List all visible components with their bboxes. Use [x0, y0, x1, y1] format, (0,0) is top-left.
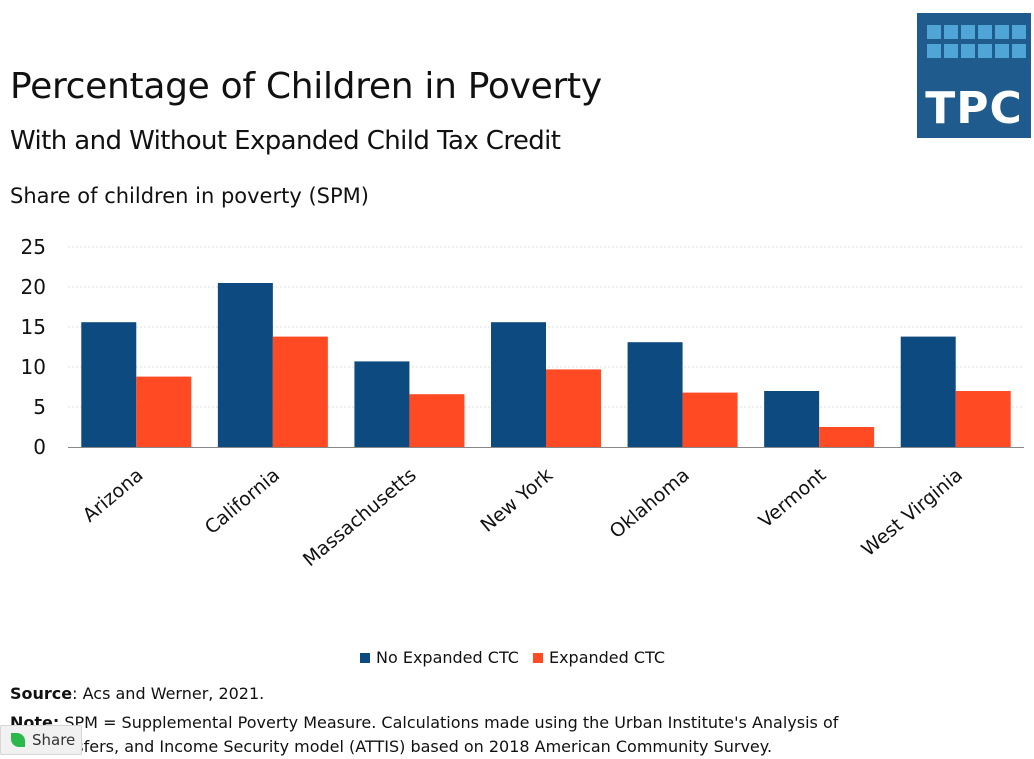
logo-grid-cell	[944, 44, 958, 58]
logo-grid-cell	[1012, 25, 1026, 39]
bar-no-expanded	[491, 322, 546, 447]
logo-grid-cell	[927, 44, 941, 58]
note-line-2: the Transfers, and Income Security model…	[10, 737, 773, 756]
legend-label-no-expanded: No Expanded CTC	[376, 648, 519, 667]
logo-grid-cell	[978, 25, 992, 39]
y-tick-label: 5	[33, 395, 46, 419]
bar-no-expanded	[764, 391, 820, 447]
note-block: Note: SPM = Supplemental Poverty Measure…	[10, 711, 838, 759]
x-axis-ticks: Arizona California Massachusetts New York Ok…	[79, 464, 967, 571]
y-tick-label: 25	[21, 235, 46, 259]
legend: No Expanded CTC Expanded CTC	[360, 648, 679, 667]
bar-no-expanded	[900, 336, 956, 447]
y-tick-label: 20	[21, 275, 46, 299]
logo-grid-cell	[978, 44, 992, 58]
source-text: : Acs and Werner, 2021.	[72, 684, 265, 703]
logo-grid-cell	[995, 44, 1009, 58]
bar-no-expanded	[627, 342, 683, 447]
note-text-1: SPM = Supplemental Poverty Measure. Calc…	[59, 713, 839, 732]
tpc-logo: TPC	[917, 13, 1031, 138]
note-line-1: Note: SPM = Supplemental Poverty Measure…	[10, 711, 838, 735]
source-label: Source	[10, 684, 73, 703]
bar-expanded	[546, 369, 601, 447]
bar-no-expanded	[217, 283, 273, 447]
x-tick-label: Oklahoma	[606, 464, 694, 543]
bar-expanded	[136, 376, 192, 447]
x-tick-label: Vermont	[755, 464, 831, 532]
x-tick-label: Massachusetts	[299, 464, 421, 571]
share-leaf-icon	[11, 733, 25, 747]
bar-expanded	[819, 427, 875, 447]
logo-grid-cell	[1012, 44, 1026, 58]
bar-expanded	[409, 394, 465, 447]
logo-grid-cell	[961, 25, 975, 39]
logo-grid-cell	[944, 25, 958, 39]
y-axis-label: Share of children in poverty (SPM)	[10, 184, 369, 208]
y-tick-label: 15	[21, 315, 46, 339]
bar-chart: 0 5 10 15 20 25 Arizona California Massachusett…	[21, 235, 1024, 571]
logo-grid-cell	[995, 25, 1009, 39]
x-tick-label: California	[201, 464, 284, 539]
legend-item-no-expanded: No Expanded CTC	[360, 648, 519, 667]
legend-swatch-expanded	[532, 652, 543, 663]
chart-title: Percentage of Children in Poverty	[10, 66, 602, 107]
share-label: Share	[32, 731, 76, 749]
bars	[81, 283, 1011, 447]
y-axis-ticks: 0 5 10 15 20 25	[21, 235, 46, 459]
share-button[interactable]: Share	[0, 725, 82, 755]
legend-item-expanded: Expanded CTC	[532, 648, 666, 667]
chart-subtitle: With and Without Expanded Child Tax Cred…	[10, 126, 561, 156]
legend-swatch-no-expanded	[360, 652, 370, 663]
legend-label-expanded: Expanded CTC	[548, 648, 666, 667]
logo-text: TPC	[925, 83, 1023, 134]
x-tick-label: West Virginia	[857, 464, 966, 561]
bar-no-expanded	[354, 361, 410, 447]
y-tick-label: 10	[21, 355, 46, 379]
bar-expanded	[272, 336, 328, 447]
y-tick-label: 0	[33, 435, 46, 459]
bar-expanded	[955, 391, 1011, 447]
source-line: Source: Acs and Werner, 2021.	[10, 684, 264, 703]
bar-expanded	[682, 392, 738, 447]
logo-grid-cell	[927, 25, 941, 39]
x-tick-label: Arizona	[79, 464, 148, 527]
bar-no-expanded	[81, 322, 137, 447]
x-tick-label: New York	[476, 464, 557, 537]
logo-grid-cell	[961, 44, 975, 58]
